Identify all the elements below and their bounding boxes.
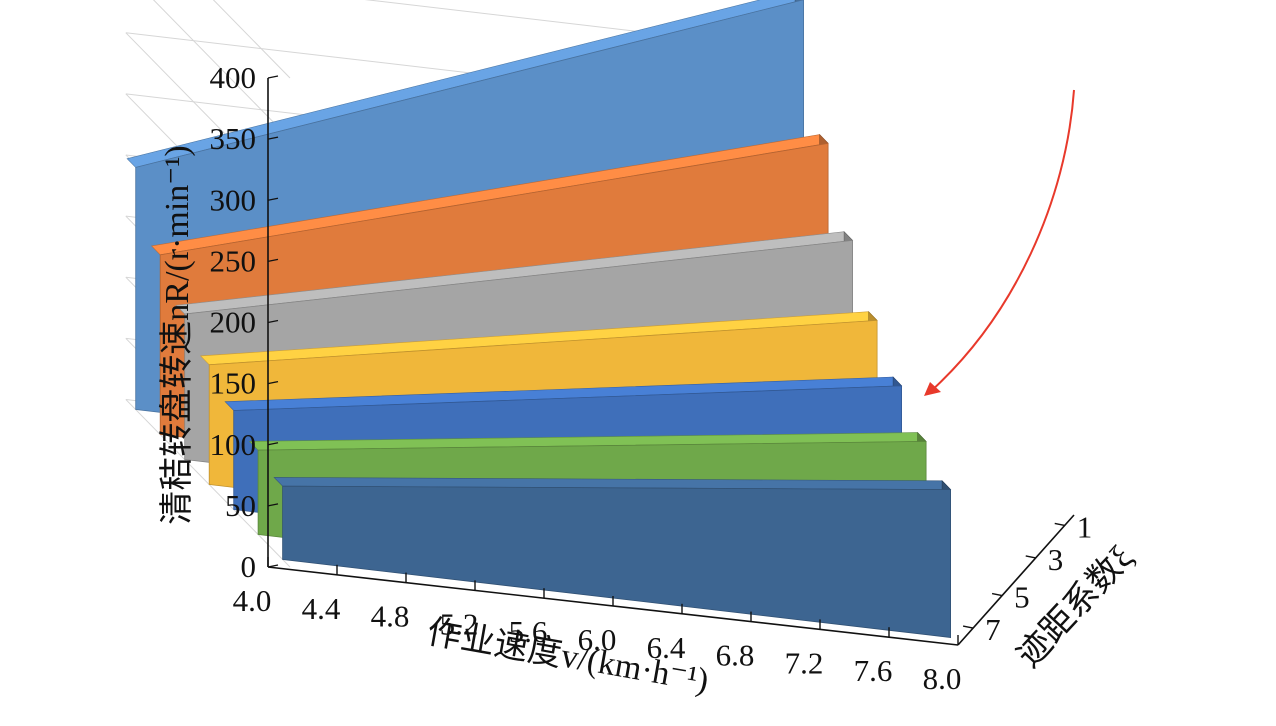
trend-arrow-head [924,382,941,396]
axes [267,75,1075,646]
y-tick-mark [267,380,279,385]
y-tick-label: 350 [210,121,257,156]
axis-labels: 0 50 100 150 200 250 300 350 400 4.0 4.4 4.8 5.2 5.6 6… [210,60,1093,696]
z-tick-label: 1 [1077,509,1093,544]
grid-line-side [152,0,291,140]
x-tick-label: 4.0 [233,583,272,618]
y-axis-title: 清秸转盘转速nR/(r·min⁻¹) [158,145,196,524]
y-tick-label: 200 [210,305,257,340]
z-axis-line [957,514,1075,646]
y-tick-mark [267,564,279,568]
y-tick-mark [267,258,279,263]
z-tick-label: 3 [1048,542,1064,577]
grid-line-side [212,0,291,79]
x-tick-label: 5.6 [509,614,548,649]
y-tick-mark [267,319,279,324]
x-tick-label: 6.0 [578,622,617,657]
x-tick-label: 4.8 [371,599,410,634]
z-tick-mark [962,625,974,629]
x-tick-label: 4.4 [302,591,341,626]
area-surface-xi-7 [282,485,951,638]
x-tick-label: 7.2 [785,645,824,680]
y-tick-mark [267,503,279,507]
grid-line-side [125,399,291,568]
x-tick-label: 6.8 [716,638,755,673]
z-tick-mark [1025,555,1036,559]
x-tick-label: 7.6 [854,653,893,688]
z-tick-label: 5 [1014,580,1030,615]
y-tick-mark [267,442,279,446]
x-tick-label: 6.4 [647,630,686,665]
y-tick-label: 400 [210,60,257,95]
y-tick-mark [267,75,279,79]
z-tick-label: 7 [985,612,1001,647]
area-surfaces [126,0,952,639]
z-tick-mark [1054,522,1065,527]
y-tick-label: 250 [210,243,257,278]
x-tick-label: 8.0 [923,661,962,696]
y-tick-mark [267,197,279,201]
y-tick-label: 100 [210,427,257,462]
x-tick-label: 5.2 [440,606,479,641]
y-tick-label: 50 [225,488,256,523]
y-tick-label: 150 [210,366,257,401]
y-tick-label: 300 [210,182,257,217]
z-tick-mark [991,592,1003,597]
y-tick-label: 0 [241,549,257,584]
x-axis-title: 作业速度v/(km·h⁻¹) [424,613,711,700]
y-tick-mark [267,136,279,140]
trend-arrow [929,89,1075,393]
